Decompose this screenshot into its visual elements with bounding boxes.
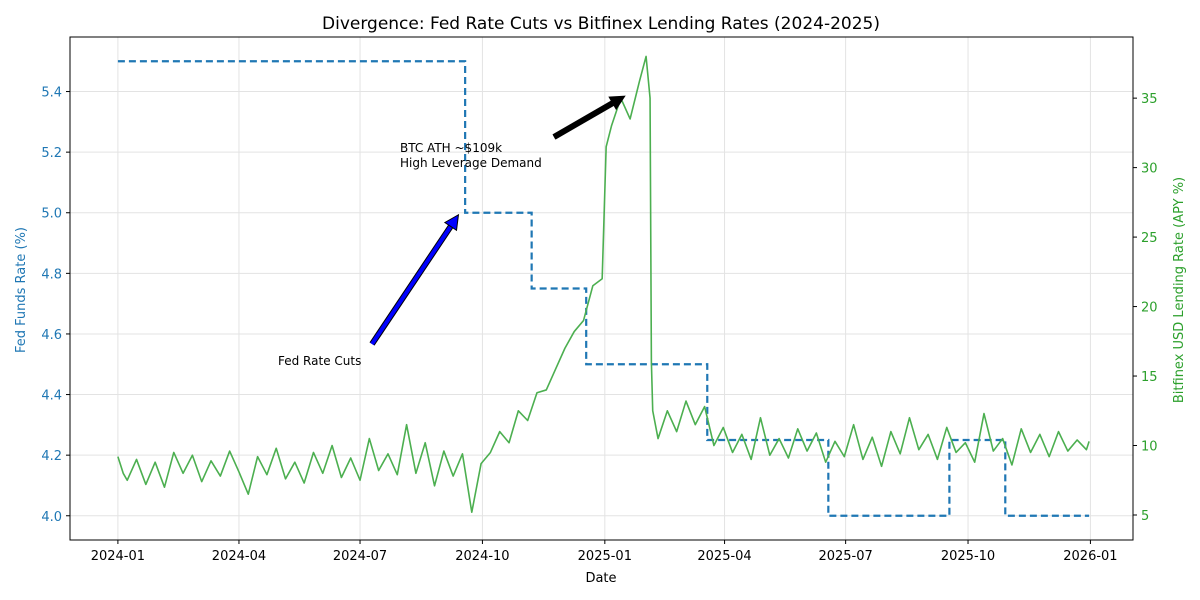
- fed-cuts-arrow-icon: [369, 213, 460, 346]
- x-tick-label: 2025-01: [578, 549, 632, 564]
- left-tick-label: 4.8: [41, 267, 62, 282]
- fed-cuts-annotation-text: Fed Rate Cuts: [278, 354, 361, 368]
- btc-ath-arrow-icon-head: [608, 95, 626, 111]
- x-tick-label: 2024-10: [455, 549, 509, 564]
- bitfinex-line: [117, 55, 1090, 514]
- x-tick-label: 2026-01: [1063, 549, 1117, 564]
- btc-ath-annotation-text: BTC ATH ~$109k: [400, 141, 502, 155]
- x-axis-label: Date: [585, 571, 616, 586]
- left-tick-label: 4.4: [41, 389, 62, 404]
- left-tick-label: 5.0: [41, 207, 62, 222]
- btc-ath-arrow-icon: [552, 95, 626, 140]
- left-axis-label: Fed Funds Rate (%): [14, 227, 29, 353]
- x-tick-label: 2024-04: [212, 549, 266, 564]
- right-tick-label: 35: [1141, 92, 1158, 107]
- x-tick-label: 2025-10: [941, 549, 995, 564]
- left-axis-ticks: 4.0 4.2 4.4 4.6 4.8 5.0 5.2 5.4: [41, 86, 70, 525]
- right-tick-label: 20: [1141, 301, 1158, 316]
- fed-funds-series: [117, 60, 1090, 517]
- grid: [70, 37, 1133, 540]
- left-tick-label: 5.4: [41, 86, 62, 101]
- right-tick-label: 15: [1141, 370, 1158, 385]
- left-tick-label: 4.2: [41, 449, 62, 464]
- btc-ath-arrow-icon-shaft: [553, 101, 614, 139]
- right-tick-label: 25: [1141, 231, 1158, 246]
- right-tick-label: 10: [1141, 440, 1158, 455]
- left-tick-label: 4.6: [41, 328, 62, 343]
- left-tick-label: 4.0: [41, 510, 62, 525]
- x-tick-label: 2025-04: [697, 549, 751, 564]
- bitfinex-series: [117, 55, 1090, 514]
- right-tick-label: 5: [1141, 509, 1149, 524]
- right-axis-ticks: 5 10 15 20 25 30 35: [1133, 92, 1158, 524]
- right-axis-label: Bitfinex USD Lending Rate (APY %): [1172, 177, 1187, 403]
- btc-ath-annotation-text: High Leverage Demand: [400, 156, 542, 170]
- fed-cuts-arrow-icon-shaft: [370, 225, 453, 346]
- x-tick-label: 2024-01: [91, 549, 145, 564]
- x-axis-ticks: 2024-01 2024-04 2024-07 2024-10 2025-01 2025-…: [91, 540, 1118, 564]
- plot-frame: [69, 36, 1134, 541]
- right-tick-label: 30: [1141, 162, 1158, 177]
- x-tick-label: 2025-07: [818, 549, 872, 564]
- fed-funds-line: [117, 60, 1090, 517]
- chart-title: Divergence: Fed Rate Cuts vs Bitfinex Le…: [322, 14, 880, 34]
- fed-cuts-arrow-icon-head: [443, 213, 460, 232]
- left-tick-label: 5.2: [41, 146, 62, 161]
- x-tick-label: 2024-07: [333, 549, 387, 564]
